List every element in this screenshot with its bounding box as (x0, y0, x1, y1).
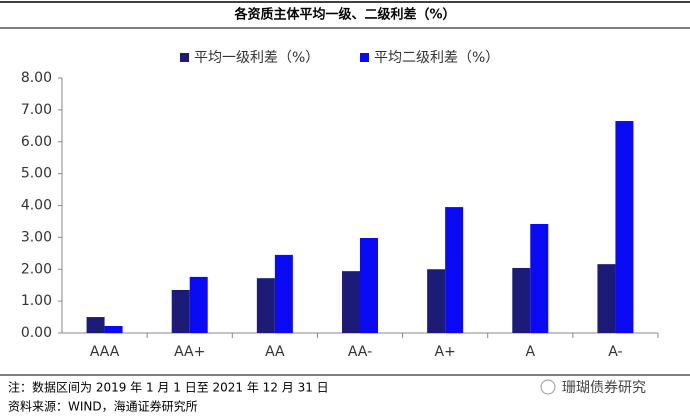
x-tick-label: AAA (90, 344, 120, 360)
x-tick-label: AA (265, 344, 285, 360)
y-tick-label: 6.00 (21, 134, 52, 150)
y-tick-label: 3.00 (21, 229, 52, 245)
x-tick-label: AA- (348, 344, 372, 360)
chart-title: 各资质主体平均一级、二级利差（%） (233, 7, 455, 23)
bar (104, 325, 123, 333)
y-tick-label: 7.00 (21, 102, 52, 118)
watermark-icon (540, 379, 556, 395)
bar (360, 238, 378, 333)
bar (597, 264, 616, 333)
y-tick-label: 0.00 (21, 325, 52, 341)
x-tick-label: A (525, 344, 535, 360)
y-tick-label: 1.00 (21, 293, 52, 309)
x-tick-label: A+ (434, 344, 455, 360)
bar (171, 289, 190, 333)
bar (256, 278, 275, 333)
bar (427, 269, 446, 333)
y-tick-label: 4.00 (21, 198, 52, 214)
legend-swatch (360, 53, 369, 62)
legend-label: 平均一级利差（%） (194, 50, 319, 66)
watermark: 珊瑚债券研究 (562, 380, 646, 396)
bar (86, 317, 105, 333)
legend-swatch (180, 53, 189, 62)
legend-label: 平均二级利差（%） (374, 50, 499, 66)
bar (512, 267, 531, 333)
bar (274, 254, 293, 333)
x-tick-label: AA+ (174, 344, 205, 360)
bar (342, 271, 360, 333)
note: 注：数据区间为 2019 年 1 月 1 日至 2021 年 12 月 31 日 (8, 380, 329, 395)
bar (530, 223, 549, 333)
y-tick-label: 5.00 (21, 166, 52, 182)
y-tick-label: 2.00 (21, 261, 52, 277)
bar (615, 121, 634, 333)
x-tick-label: A- (608, 344, 622, 360)
y-tick-label: 8.00 (21, 70, 52, 86)
bar (189, 276, 208, 333)
source: 资料来源：WIND，海通证券研究所 (8, 399, 198, 414)
bar (445, 207, 464, 333)
